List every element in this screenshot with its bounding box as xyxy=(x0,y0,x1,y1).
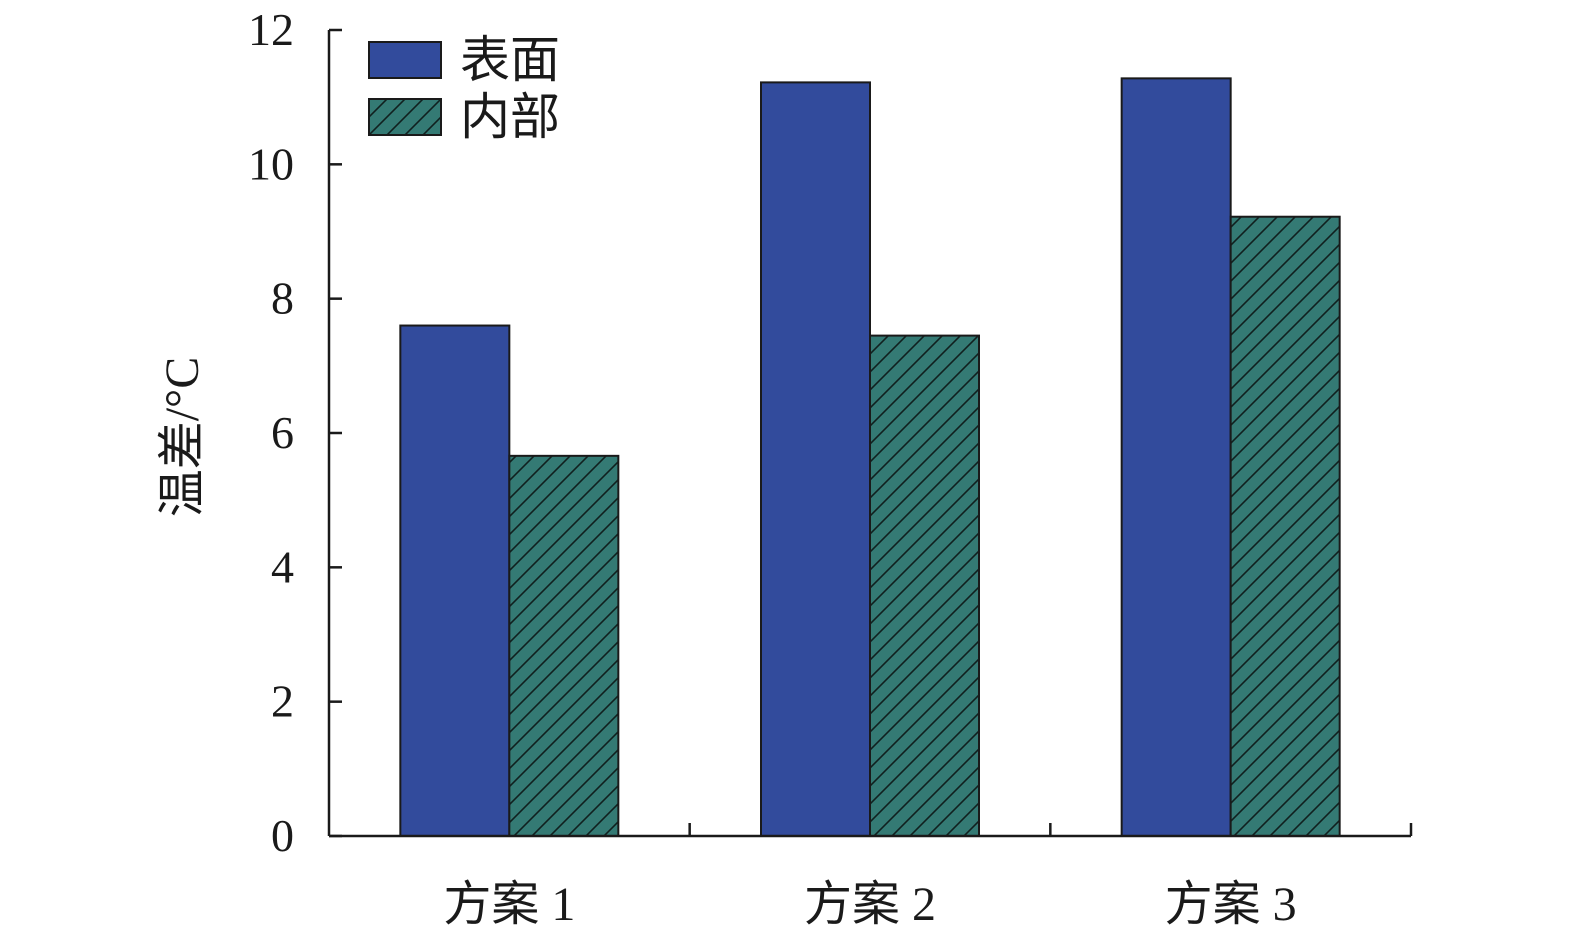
y-tick-label: 4 xyxy=(271,541,294,592)
bar-surface-3 xyxy=(1120,77,1232,838)
bar-surface-1 xyxy=(399,324,511,837)
legend-label: 内部 xyxy=(460,89,560,145)
x-category-label: 方案 3 xyxy=(1165,878,1297,931)
x-axis-ticks xyxy=(688,823,1413,836)
y-tick-label: 8 xyxy=(271,273,294,324)
legend-swatch xyxy=(368,41,442,79)
category-labels: 方案 1 方案 2 方案 3 xyxy=(443,878,1296,931)
axes-group xyxy=(327,30,1411,838)
bar-interior-3 xyxy=(1229,215,1341,837)
y-tick-label: 2 xyxy=(271,676,294,727)
bar-surface-2 xyxy=(760,81,871,837)
x-category-label: 方案 2 xyxy=(804,878,936,931)
bar-interior-2 xyxy=(869,334,980,837)
legend-swatch xyxy=(368,98,442,136)
y-axis-title: 温差/°C xyxy=(156,357,209,518)
legend-label: 表面 xyxy=(460,32,560,88)
bars-group xyxy=(399,77,1341,838)
y-tick-label: 12 xyxy=(248,4,294,55)
y-tick-label: 6 xyxy=(271,407,294,458)
y-tick-label: 0 xyxy=(271,810,294,861)
bar-interior-1 xyxy=(508,454,620,837)
y-axis-title-group: 温差/°C xyxy=(156,357,209,518)
y-tick-label: 10 xyxy=(248,138,294,189)
x-category-label: 方案 1 xyxy=(443,878,575,931)
y-axis-ticks: 0 2 4 6 8 10 12 xyxy=(248,4,342,861)
